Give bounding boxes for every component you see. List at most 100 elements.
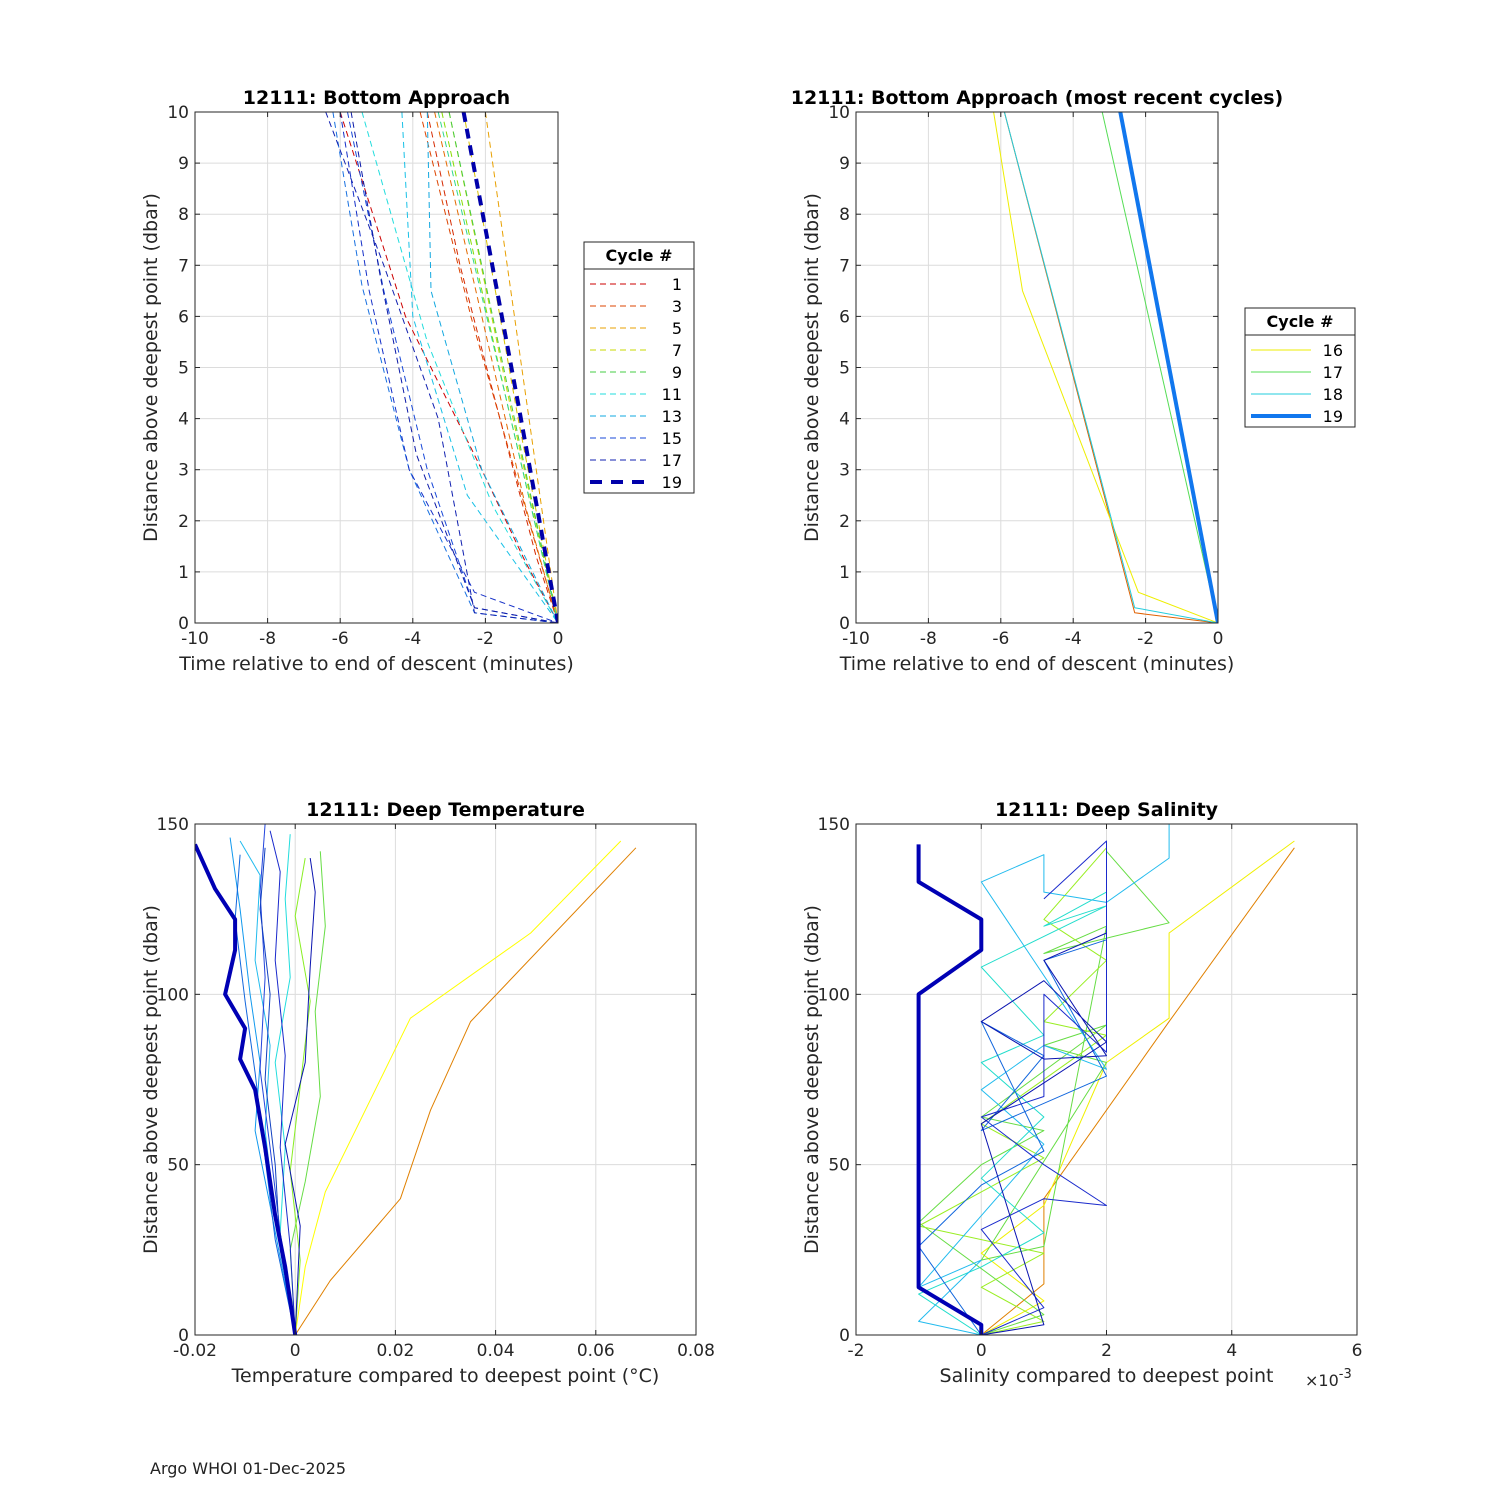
y-tick-label: 1 [839,563,850,583]
series-line-cycle-19 [1118,112,1218,623]
legend-label-cycle-11: 11 [662,385,682,404]
legend-title: Cycle # [606,246,673,265]
series-line-cycle-11 [361,112,558,623]
axes-box [194,823,697,1336]
y-tick-label: 150 [157,815,189,835]
y-tick-label: 0 [178,1326,189,1346]
series-line-cycle-11 [918,891,1107,1335]
x-axis-label: Temperature compared to deepest point (°… [231,1365,660,1387]
x-tick-label: -10 [181,629,209,649]
x-tick-label: 0.02 [376,1341,414,1361]
x-tick-label: -2 [848,1341,865,1361]
y-tick-label: 50 [828,1156,850,1176]
legend-label-cycle-7: 7 [672,341,682,360]
x-tick-label: -6 [992,629,1009,649]
y-tick-label: 150 [818,815,850,835]
series-line-cycle-18 [980,932,1107,1335]
y-tick-label: 4 [839,410,850,430]
chart-title: 12111: Deep Temperature [306,799,585,821]
x-tick-label: 0 [290,1341,301,1361]
series-line-cycle-16 [993,112,1218,623]
exponent-base: ×10 [1305,1371,1339,1390]
y-tick-label: 0 [839,614,850,634]
y-tick-label: 4 [178,410,189,430]
legend: Cycle # 16 17 18 19 [1244,307,1356,428]
chart-title: 12111: Deep Salinity [995,799,1219,821]
y-tick-label: 3 [178,461,189,481]
legend-label-cycle-17: 17 [1323,363,1343,382]
series-line-cycle-4 [294,847,637,1335]
x-tick-label: -6 [332,629,349,649]
chart-p1: -10 -8 -6 -4 -2 0 0 1 2 3 4 5 6 7 8 9 10 12111: Bottom Ap… [140,87,695,675]
y-tick-label: 9 [839,154,850,174]
series-line-cycle-16 [269,830,296,1335]
y-tick-label: 8 [839,205,850,225]
y-tick-label: 100 [818,985,850,1005]
series-line-cycle-18 [1003,112,1218,623]
x-tick-label: 0.06 [577,1341,615,1361]
series-line-cycle-16 [980,840,1107,1335]
series-line-cycle-17 [284,858,316,1335]
legend-label-cycle-19: 19 [662,473,682,492]
legend-label-cycle-19: 19 [1323,407,1343,426]
legend-title: Cycle # [1267,312,1334,331]
legend-label-cycle-3: 3 [672,297,682,316]
x-tick-label: -4 [1065,629,1082,649]
series-line-cycle-17 [325,112,558,623]
x-tick-label: 0 [1213,629,1224,649]
legend-label-cycle-9: 9 [672,363,682,382]
x-tick-label: 6 [1352,1341,1363,1361]
x-tick-label: 2 [1101,1341,1112,1361]
series-line-cycle-5 [484,112,558,623]
x-tick-label: -2 [477,629,494,649]
x-tick-label: 0.04 [477,1341,515,1361]
legend-label-cycle-15: 15 [662,429,682,448]
series-group [325,112,558,623]
y-tick-label: 2 [839,512,850,532]
series-line-cycle-19 [916,844,984,1335]
y-tick-label: 1 [178,563,189,583]
y-tick-label: 3 [839,461,850,481]
legend-label-cycle-13: 13 [662,407,682,426]
series-line-cycle-19 [461,112,558,623]
series-line-cycle-13 [426,112,558,623]
series-line-cycle-4 [434,112,558,623]
chart-title: 12111: Bottom Approach (most recent cycl… [791,87,1284,109]
y-tick-label: 7 [839,256,850,276]
series-line-cycle-9 [448,112,558,623]
legend-label-cycle-17: 17 [662,451,682,470]
x-tick-label: -2 [1137,629,1154,649]
y-axis-label: Distance above deepest point (dbar) [140,905,162,1254]
x-axis-label: Time relative to end of descent (minutes… [839,653,1235,675]
x-tick-label: -0.02 [173,1341,217,1361]
plot-area [195,824,696,1335]
y-tick-label: 8 [178,205,189,225]
legend-label-cycle-1: 1 [672,275,682,294]
legend-box [1244,307,1356,428]
series-group [993,112,1218,623]
legend-label-cycle-5: 5 [672,319,682,338]
x-tick-label: -10 [842,629,870,649]
x-tick-label: 0 [553,629,564,649]
series-line-cycle-14 [918,939,1107,1335]
y-tick-label: 0 [178,614,189,634]
y-tick-label: 5 [839,359,850,379]
y-tick-label: 10 [828,103,850,123]
series-line-cycle-5 [294,840,622,1335]
series-line-cycle-12 [401,112,558,623]
y-tick-label: 9 [178,154,189,174]
series-group [195,824,637,1335]
x-tick-label: -8 [920,629,937,649]
series-line-cycle-3 [419,112,558,623]
y-tick-label: 10 [167,103,189,123]
x-tick-label: 0.08 [677,1341,715,1361]
y-axis-label: Distance above deepest point (dbar) [801,193,823,542]
y-tick-label: 2 [178,512,189,532]
series-line-cycle-2 [426,112,558,623]
x-tick-label: 0 [976,1341,987,1361]
